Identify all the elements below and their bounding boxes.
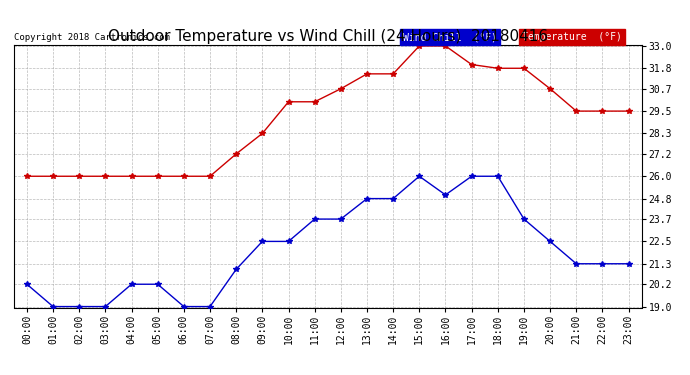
Text: Wind Chill  (°F): Wind Chill (°F) — [403, 32, 497, 42]
Text: Temperature  (°F): Temperature (°F) — [522, 32, 622, 42]
Text: Copyright 2018 Cartronics.com: Copyright 2018 Cartronics.com — [14, 33, 170, 42]
Title: Outdoor Temperature vs Wind Chill (24 Hours)  20180416: Outdoor Temperature vs Wind Chill (24 Ho… — [108, 29, 548, 44]
